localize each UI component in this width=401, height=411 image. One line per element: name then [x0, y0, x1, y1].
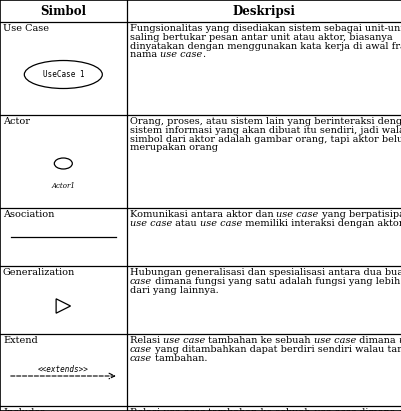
Text: saling bertukar pesan antar unit atau aktor, biasanya: saling bertukar pesan antar unit atau ak… — [129, 33, 391, 42]
Text: Asociation: Asociation — [3, 210, 54, 219]
Text: merupakan orang: merupakan orang — [129, 143, 217, 152]
Text: Fungsionalitas yang disediakan sistem sebagai unit-unit yang: Fungsionalitas yang disediakan sistem se… — [129, 24, 401, 33]
Text: dimana fungsi yang satu adalah fungsi yang lebih umum: dimana fungsi yang satu adalah fungsi ya… — [152, 277, 401, 286]
Text: Komunikasi antara aktor dan: Komunikasi antara aktor dan — [129, 210, 276, 219]
Text: Actor1: Actor1 — [51, 182, 75, 189]
Text: tambahan ke sebuah: tambahan ke sebuah — [205, 408, 313, 411]
Text: Extend: Extend — [3, 336, 38, 345]
Text: yang ditambahkan dapat berdiri sendiri walau tanpa: yang ditambahkan dapat berdiri sendiri w… — [152, 345, 401, 354]
Text: Includes: Includes — [3, 408, 45, 411]
Text: dari yang lainnya.: dari yang lainnya. — [129, 286, 218, 295]
Text: Use Case: Use Case — [3, 24, 49, 33]
Text: use case: use case — [129, 219, 172, 228]
Text: dimana: dimana — [355, 408, 398, 411]
Text: tambahan.: tambahan. — [152, 353, 207, 363]
Text: use case: use case — [160, 51, 202, 60]
Text: Generalization: Generalization — [3, 268, 75, 277]
Text: tambahan ke sebuah: tambahan ke sebuah — [205, 336, 313, 345]
Text: use case: use case — [162, 336, 205, 345]
Text: UseCase 1: UseCase 1 — [43, 70, 84, 79]
Text: sistem informasi yang akan dibuat itu sendiri, jadi walaupun: sistem informasi yang akan dibuat itu se… — [129, 126, 401, 135]
Text: memiliki interaksi dengan aktor.: memiliki interaksi dengan aktor. — [241, 219, 401, 228]
Text: use case: use case — [162, 408, 205, 411]
Ellipse shape — [24, 60, 102, 88]
Text: nama: nama — [129, 51, 160, 60]
Ellipse shape — [54, 158, 72, 169]
Text: Hubungan generalisasi dan spesialisasi antara dua buah: Hubungan generalisasi dan spesialisasi a… — [129, 268, 401, 277]
Text: use: use — [398, 408, 401, 411]
Text: simbol dari aktor adalah gambar orang, tapi aktor belum tentu: simbol dari aktor adalah gambar orang, t… — [129, 134, 401, 143]
Text: dinyatakan dengan menggunakan kata kerja di awal frase: dinyatakan dengan menggunakan kata kerja… — [129, 42, 401, 51]
Text: Simbol: Simbol — [40, 5, 86, 18]
Text: Orang, proses, atau sistem lain yang berinteraksi dengan: Orang, proses, atau sistem lain yang ber… — [129, 117, 401, 126]
Text: use case: use case — [313, 408, 355, 411]
Text: Actor: Actor — [3, 117, 30, 126]
Text: case: case — [129, 353, 152, 363]
Text: <<extends>>: <<extends>> — [38, 365, 89, 374]
Text: atau: atau — [172, 219, 199, 228]
Bar — [0, 0, 401, 22]
Text: Deskripsi: Deskripsi — [232, 5, 295, 18]
Text: Relasi: Relasi — [129, 336, 162, 345]
Text: Relasi: Relasi — [129, 408, 162, 411]
Text: .: . — [202, 51, 205, 60]
Text: dimana: dimana — [355, 336, 398, 345]
Text: yang berpatisipasi pada: yang berpatisipasi pada — [318, 210, 401, 219]
Text: case: case — [129, 277, 152, 286]
Text: use: use — [398, 336, 401, 345]
Text: use case: use case — [199, 219, 241, 228]
Text: case: case — [129, 345, 152, 354]
Text: use case: use case — [313, 336, 355, 345]
Text: use case: use case — [276, 210, 318, 219]
